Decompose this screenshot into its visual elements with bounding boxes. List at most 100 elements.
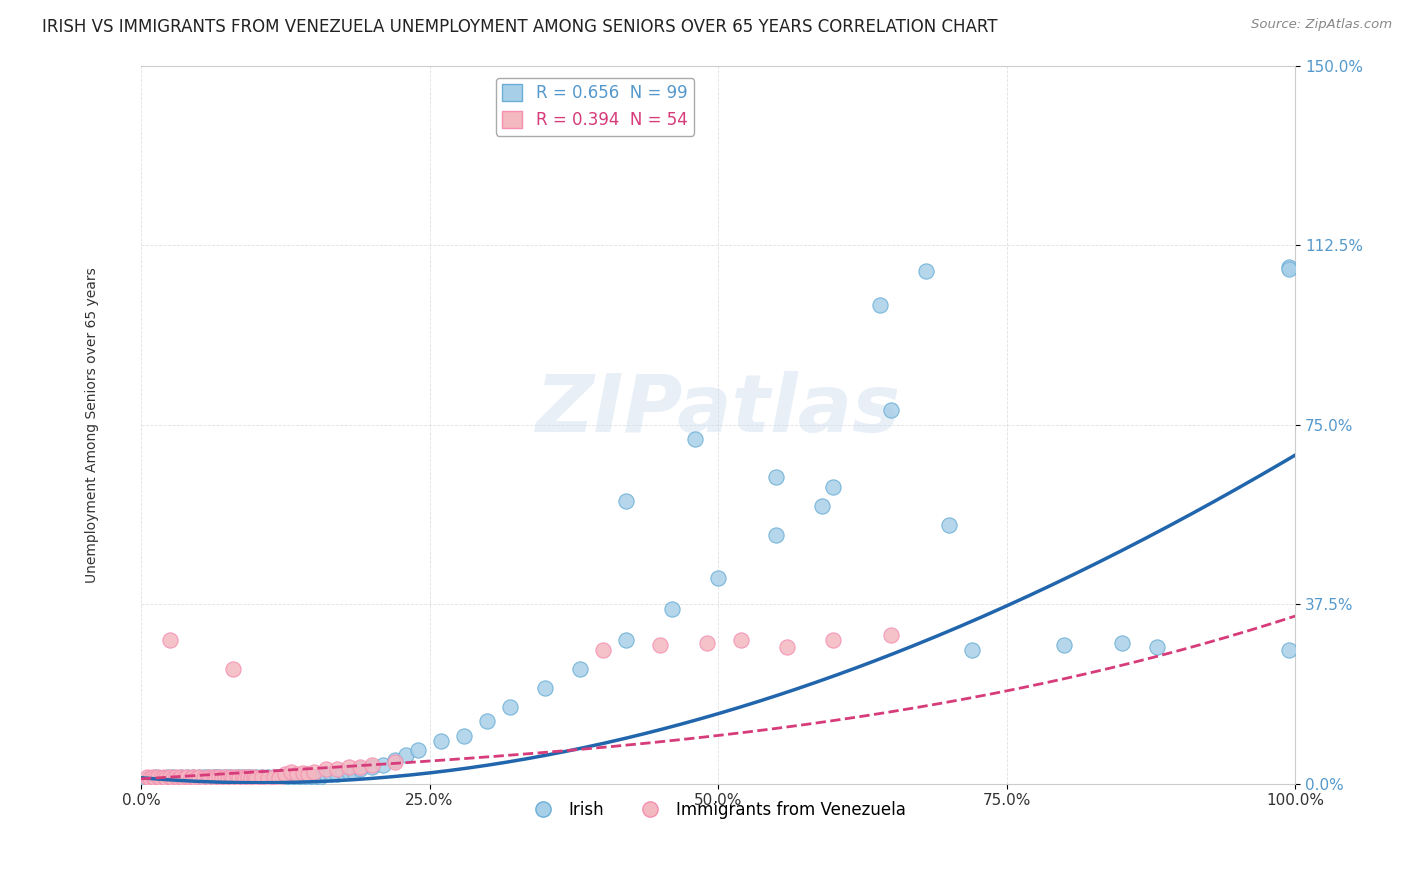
- Point: [326, 767, 349, 781]
- Point: [156, 770, 179, 784]
- Point: [360, 760, 382, 774]
- Point: [1111, 635, 1133, 649]
- Point: [200, 771, 222, 785]
- Point: [430, 733, 453, 747]
- Point: [217, 771, 239, 785]
- Point: [219, 770, 242, 784]
- Point: [222, 771, 245, 785]
- Point: [302, 764, 325, 779]
- Point: [180, 771, 202, 785]
- Point: [231, 772, 253, 786]
- Point: [614, 633, 637, 648]
- Point: [360, 757, 382, 772]
- Point: [202, 770, 225, 784]
- Point: [242, 772, 264, 786]
- Point: [233, 771, 256, 785]
- Text: ZIPatlas: ZIPatlas: [536, 371, 901, 450]
- Point: [148, 770, 170, 784]
- Point: [143, 771, 166, 785]
- Point: [207, 771, 229, 785]
- Point: [914, 264, 936, 278]
- Point: [349, 763, 371, 777]
- Point: [337, 764, 360, 779]
- Point: [197, 770, 219, 784]
- Point: [162, 771, 184, 785]
- Point: [155, 772, 177, 786]
- Point: [176, 770, 198, 784]
- Point: [1278, 642, 1301, 657]
- Text: IRISH VS IMMIGRANTS FROM VENEZUELA UNEMPLOYMENT AMONG SENIORS OVER 65 YEARS CORR: IRISH VS IMMIGRANTS FROM VENEZUELA UNEMP…: [42, 18, 998, 36]
- Y-axis label: Unemployment Among Seniors over 65 years: Unemployment Among Seniors over 65 years: [86, 267, 100, 582]
- Point: [406, 743, 429, 757]
- Point: [145, 770, 167, 784]
- Point: [650, 638, 672, 652]
- Point: [208, 770, 231, 784]
- Point: [297, 767, 319, 781]
- Point: [160, 772, 183, 786]
- Point: [249, 771, 271, 785]
- Point: [291, 770, 314, 784]
- Point: [960, 642, 983, 657]
- Point: [173, 771, 195, 785]
- Point: [225, 770, 247, 784]
- Point: [880, 403, 903, 417]
- Point: [170, 770, 193, 784]
- Point: [187, 770, 209, 784]
- Point: [159, 633, 181, 648]
- Point: [139, 771, 162, 785]
- Point: [257, 770, 280, 784]
- Point: [165, 770, 187, 784]
- Point: [823, 633, 845, 648]
- Point: [228, 771, 250, 785]
- Point: [143, 772, 166, 786]
- Point: [707, 571, 730, 585]
- Point: [332, 764, 354, 779]
- Point: [1278, 260, 1301, 274]
- Point: [180, 771, 202, 785]
- Point: [228, 770, 250, 784]
- Point: [202, 772, 225, 786]
- Point: [166, 772, 188, 786]
- Point: [499, 700, 522, 714]
- Point: [139, 772, 162, 787]
- Point: [236, 770, 259, 784]
- Point: [239, 770, 262, 784]
- Point: [190, 772, 212, 786]
- Point: [250, 770, 273, 784]
- Point: [309, 770, 332, 784]
- Point: [297, 770, 319, 784]
- Point: [214, 770, 236, 784]
- Point: [266, 771, 288, 785]
- Point: [153, 771, 176, 785]
- Point: [162, 770, 184, 784]
- Legend: Irish, Immigrants from Venezuela: Irish, Immigrants from Venezuela: [523, 795, 912, 826]
- Point: [181, 770, 204, 784]
- Point: [193, 770, 215, 784]
- Point: [1278, 262, 1301, 277]
- Point: [211, 772, 233, 786]
- Text: Source: ZipAtlas.com: Source: ZipAtlas.com: [1251, 18, 1392, 31]
- Point: [776, 640, 799, 655]
- Point: [250, 770, 273, 784]
- Point: [176, 770, 198, 784]
- Point: [269, 770, 291, 784]
- Point: [880, 628, 903, 642]
- Point: [135, 770, 157, 784]
- Point: [197, 770, 219, 784]
- Point: [1053, 638, 1076, 652]
- Point: [205, 771, 228, 785]
- Point: [343, 764, 366, 779]
- Point: [614, 494, 637, 508]
- Point: [167, 771, 190, 785]
- Point: [170, 770, 193, 784]
- Point: [232, 770, 254, 784]
- Point: [222, 771, 245, 785]
- Point: [141, 771, 163, 785]
- Point: [167, 771, 190, 785]
- Point: [302, 770, 325, 784]
- Point: [315, 767, 337, 781]
- Point: [326, 763, 349, 777]
- Point: [159, 770, 181, 784]
- Point: [285, 770, 308, 784]
- Point: [155, 771, 177, 785]
